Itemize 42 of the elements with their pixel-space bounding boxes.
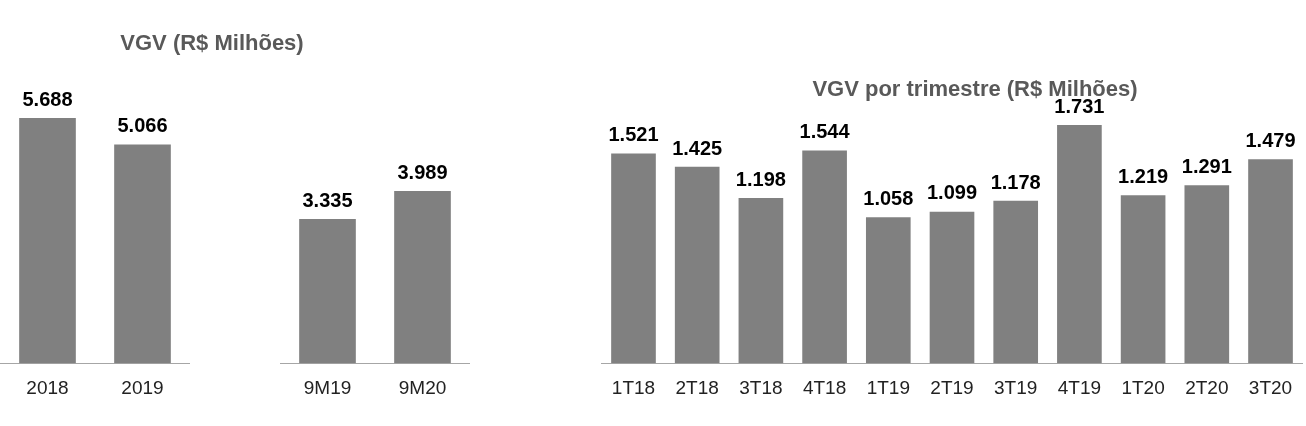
x-tick-label: 1T20: [1121, 376, 1165, 398]
bar: [929, 211, 975, 364]
x-tick-label: 2018: [26, 376, 69, 398]
bar: [1057, 125, 1102, 364]
data-label: 1.479: [1245, 129, 1296, 152]
data-label: 1.291: [1181, 155, 1232, 178]
bar: [611, 153, 656, 364]
x-tick-label: 2T18: [675, 376, 719, 398]
x-tick-label: 4T18: [802, 376, 847, 398]
data-label: 3.989: [397, 160, 448, 183]
x-tick-label: 9M19: [303, 376, 352, 398]
bar: [1120, 195, 1166, 364]
x-tick-label: 2T19: [930, 376, 974, 398]
bar: [1184, 185, 1230, 364]
x-tick-label: 2T20: [1185, 376, 1229, 398]
chart-title: VGV por trimestre (R$ Milhões): [812, 76, 1138, 101]
x-tick-label: 9M20: [398, 376, 447, 398]
bar: [674, 166, 720, 364]
x-tick-label: 3T18: [739, 376, 783, 398]
x-tick-label: 3T20: [1248, 376, 1293, 398]
x-tick-label: 3T19: [994, 376, 1038, 398]
data-label: 1.058: [863, 187, 914, 210]
data-label: 1.425: [672, 136, 723, 159]
x-tick-label: 1T18: [611, 376, 656, 398]
data-label: 5.688: [22, 87, 73, 110]
bar: [1248, 159, 1293, 364]
data-label: 1.219: [1118, 164, 1169, 187]
bar: [802, 150, 847, 364]
chart-title: VGV (R$ Milhões): [120, 30, 304, 56]
data-label: 1.198: [735, 167, 786, 190]
bar: [738, 198, 784, 364]
bar: [993, 200, 1039, 364]
data-label: 5.066: [117, 114, 168, 137]
data-label: 3.335: [302, 188, 353, 211]
x-tick-label: 4T19: [1057, 376, 1102, 398]
data-label: 1.099: [926, 181, 978, 204]
x-tick-label: 2019: [121, 376, 164, 398]
data-label: 1.178: [990, 170, 1041, 193]
bar: [865, 217, 911, 364]
x-tick-label: 1T19: [866, 376, 910, 398]
data-label: 1.544: [799, 120, 851, 143]
data-label: 1.521: [608, 123, 659, 146]
